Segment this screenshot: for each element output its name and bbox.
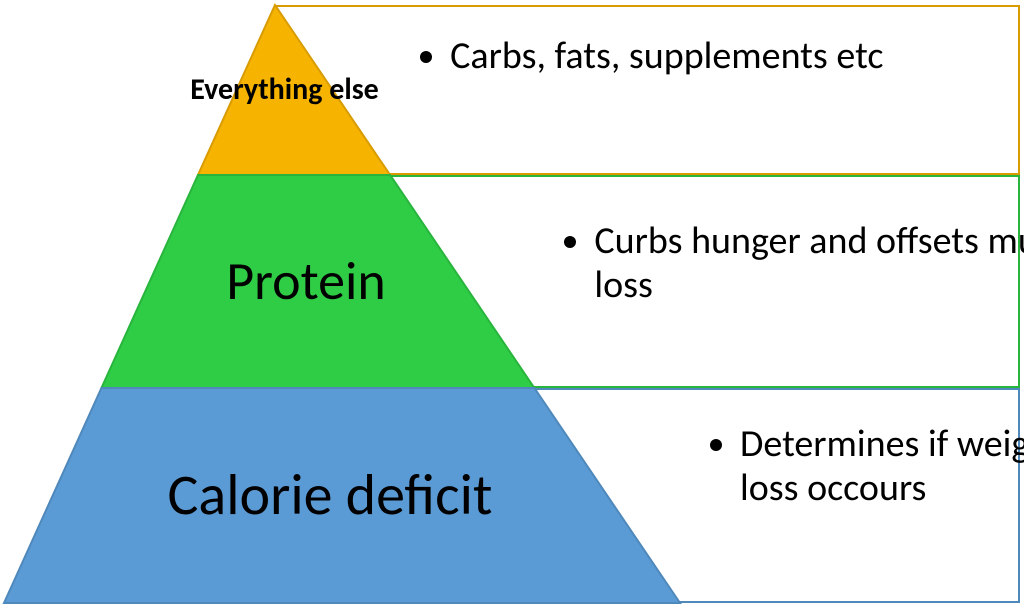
- pyramid-label-top: Everything else: [180, 5, 390, 175]
- tier-bullet-top-item: Carbs, fats, supplements etc: [450, 35, 1024, 79]
- tier-bullet-middle-item: Curbs hunger and offsets muscle loss: [594, 220, 1024, 307]
- tier-bullet-bottom-item: Determines if weight loss occours: [740, 423, 1024, 510]
- pyramid-diagram: Everything else Protein Calorie deficit …: [0, 0, 1024, 609]
- tier-bullet-bottom: Determines if weight loss occours: [685, 423, 1024, 510]
- pyramid-label-bottom: Calorie deficit: [160, 388, 500, 603]
- tier-bullet-middle: Curbs hunger and offsets muscle loss: [539, 220, 1024, 307]
- pyramid-label-middle: Protein: [156, 175, 456, 388]
- tier-bullet-top: Carbs, fats, supplements etc: [395, 35, 1024, 79]
